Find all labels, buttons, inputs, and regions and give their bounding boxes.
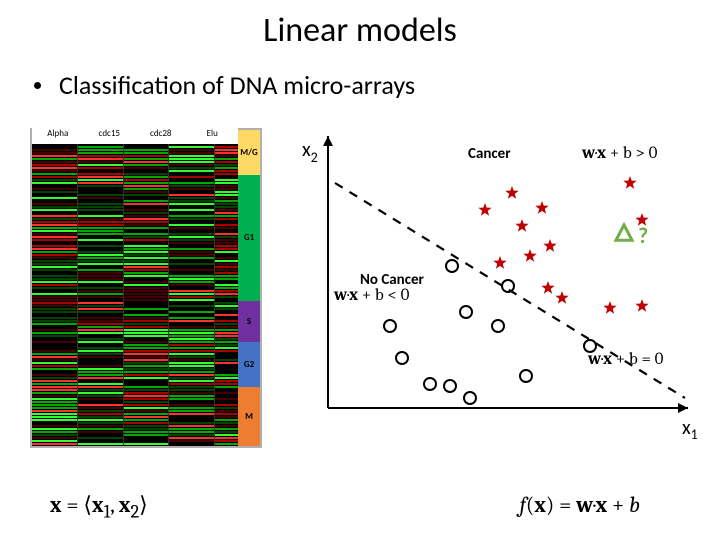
star-point bbox=[478, 203, 491, 216]
scatter-plot: Cancer No Cancer w·x + b > 0 w·x + b < 0… bbox=[290, 128, 690, 420]
star-point bbox=[505, 186, 518, 199]
lane-header-label: cdc28 bbox=[135, 128, 187, 144]
star-point bbox=[541, 281, 554, 294]
circle-point bbox=[520, 370, 532, 382]
microarray-lane bbox=[124, 130, 170, 446]
bullet-dot bbox=[34, 82, 41, 89]
slide-title: Linear models bbox=[0, 0, 720, 51]
star-point bbox=[635, 299, 648, 312]
star-point bbox=[555, 291, 568, 304]
star-point bbox=[535, 201, 548, 214]
bottom-formulas: x = ⟨x1, x2⟩ f(x) = w·x + b bbox=[50, 492, 700, 522]
phase-segment: S bbox=[238, 301, 260, 342]
x-axis-label: x1 bbox=[682, 416, 698, 443]
circle-point bbox=[464, 392, 476, 404]
lane-header-label: Elu bbox=[187, 128, 239, 144]
phase-segment: M bbox=[238, 387, 260, 446]
microarray-image: Alphacdc15cdc28Elu M/GG1SG2M bbox=[30, 128, 262, 448]
phase-segment: G2 bbox=[238, 342, 260, 387]
eq-zero: w·x + b = 0 bbox=[587, 350, 664, 369]
y-axis-arrow bbox=[323, 136, 333, 146]
circle-point bbox=[446, 260, 458, 272]
microarray-lane bbox=[169, 130, 215, 446]
x-axis-arrow bbox=[678, 403, 688, 413]
circle-point bbox=[492, 320, 504, 332]
label-cancer: Cancer bbox=[468, 145, 511, 163]
formula-x-vector: x = ⟨x1, x2⟩ bbox=[50, 492, 148, 522]
phase-segment: M/G bbox=[238, 130, 260, 175]
y-axis-label: x2 bbox=[302, 138, 318, 166]
lane-header-label: cdc15 bbox=[84, 128, 136, 144]
formula-fx: f(x) = w·x + b bbox=[520, 492, 640, 522]
star-point bbox=[623, 176, 636, 189]
query-mark: ? bbox=[638, 222, 648, 249]
eq-positive: w·x + b > 0 bbox=[581, 144, 658, 163]
phase-segment: G1 bbox=[238, 175, 260, 301]
star-point bbox=[493, 256, 506, 269]
microarray-lane bbox=[32, 130, 78, 446]
circle-point bbox=[502, 280, 514, 292]
star-point bbox=[543, 239, 556, 252]
circle-point bbox=[444, 380, 456, 392]
circle-point bbox=[396, 352, 408, 364]
microarray-lane-headers: Alphacdc15cdc28Elu bbox=[32, 128, 238, 144]
query-point: ? bbox=[616, 222, 648, 249]
eq-negative: w·x + b < 0 bbox=[333, 286, 410, 305]
circle-point bbox=[424, 378, 436, 390]
bullet-item: Classification of DNA micro-arrays bbox=[34, 69, 720, 101]
microarray-phase-bar: M/GG1SG2M bbox=[238, 130, 260, 446]
circle-point bbox=[460, 306, 472, 318]
content-area: Alphacdc15cdc28Elu M/GG1SG2M Cancer No C… bbox=[30, 128, 700, 520]
microarray-lane bbox=[78, 130, 124, 446]
star-point bbox=[523, 249, 536, 262]
microarray-lanes bbox=[32, 130, 260, 446]
lane-header-label: Alpha bbox=[32, 128, 84, 144]
circle-point bbox=[384, 320, 396, 332]
star-point bbox=[603, 301, 616, 314]
triangle-icon bbox=[616, 225, 632, 240]
star-point bbox=[515, 219, 528, 232]
bullet-text: Classification of DNA micro-arrays bbox=[59, 69, 415, 101]
